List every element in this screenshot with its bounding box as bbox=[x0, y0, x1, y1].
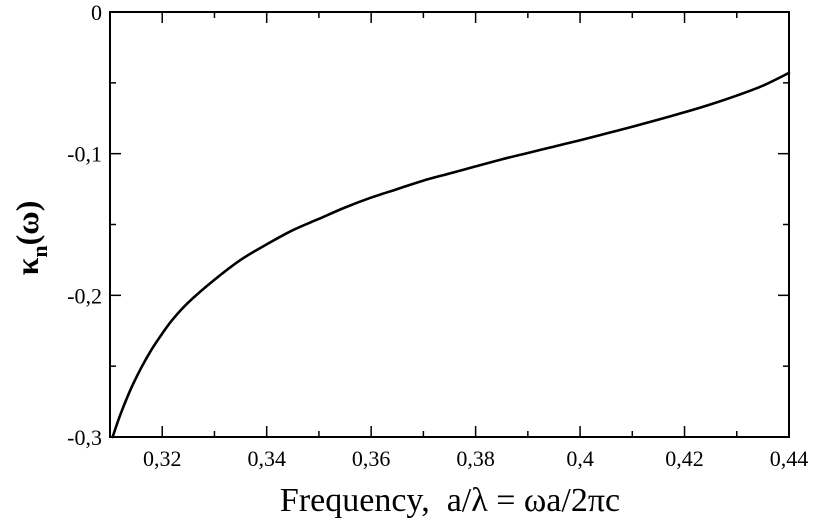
y-axis-title-suffix: (ω) bbox=[9, 201, 45, 246]
y-tick-label: -0,3 bbox=[67, 425, 102, 450]
labels-layer: 0,32 0,34 0,36 0,38 0,4 0,42 0,44 -0,3 -0,2 -0,1 0 bbox=[67, 0, 808, 471]
y-tick-label: 0 bbox=[91, 0, 102, 25]
y-axis-title: κn(ω) bbox=[9, 201, 52, 276]
x-tick-label: 0,38 bbox=[456, 446, 495, 471]
y-axis-title-subscript: n bbox=[27, 245, 52, 257]
x-tick-label: 0,34 bbox=[247, 446, 286, 471]
x-tick-label: 0,4 bbox=[566, 446, 594, 471]
y-axis-title-main: κ bbox=[9, 257, 45, 275]
plot-frame bbox=[109, 11, 790, 438]
series-layer bbox=[111, 71, 791, 439]
x-tick-label: 0,44 bbox=[770, 446, 809, 471]
ticks-layer bbox=[110, 12, 790, 437]
series-line bbox=[111, 71, 791, 439]
x-tick-label: 0,32 bbox=[143, 446, 182, 471]
x-axis-title: Frequency, a/λ = ωa/2πc bbox=[280, 482, 620, 519]
svg-text:κn(ω): κn(ω) bbox=[9, 201, 52, 276]
x-tick-label: 0,36 bbox=[352, 446, 391, 471]
x-tick-label: 0,42 bbox=[665, 446, 704, 471]
y-tick-label: -0,1 bbox=[67, 142, 102, 167]
y-tick-label: -0,2 bbox=[67, 283, 102, 308]
